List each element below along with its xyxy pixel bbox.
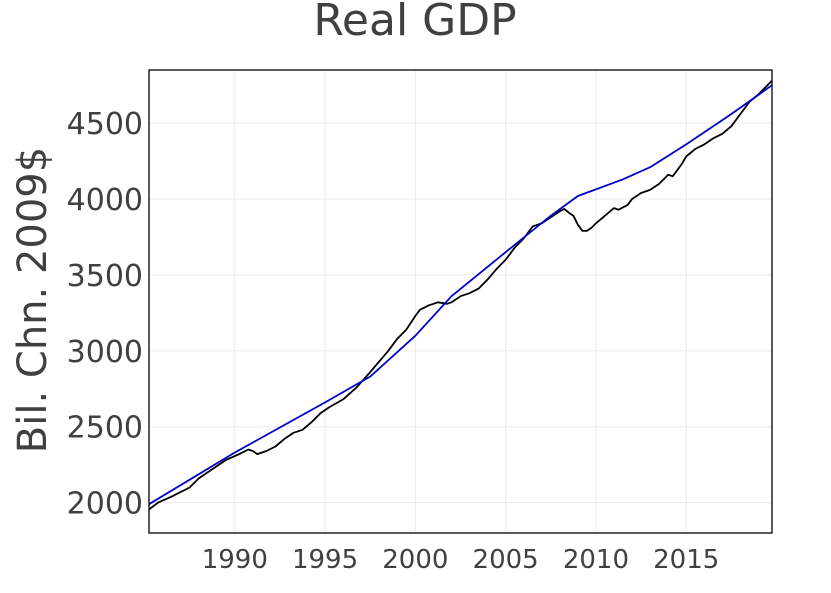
y-tick-label: 2500 [67,411,143,446]
y-axis-label: Bil. Chn. 2009$ [10,147,56,453]
y-tick-label: 3000 [67,335,143,370]
x-tick-labels: 1990 1995 2000 2005 2010 2015 [202,545,720,575]
x-tick-label: 2010 [563,545,629,575]
series-layer [148,79,773,511]
chart-title: Real GDP [313,0,516,46]
x-tick-label: 2015 [653,545,719,575]
y-tick-labels: 2000 2500 3000 3500 4000 4500 [67,107,143,522]
series-line-trend [148,84,773,505]
y-tick-label: 3500 [67,259,143,294]
series-line-actual [148,79,773,511]
x-tick-label: 1990 [202,545,268,575]
x-tick-label: 2005 [473,545,539,575]
y-tick-label: 2000 [67,487,143,522]
y-tick-label: 4500 [67,107,143,142]
plot-border [148,69,773,534]
x-tick-label: 2000 [382,545,448,575]
x-tick-label: 1995 [292,545,358,575]
y-tick-label: 4000 [67,183,143,218]
gridlines [149,70,772,533]
